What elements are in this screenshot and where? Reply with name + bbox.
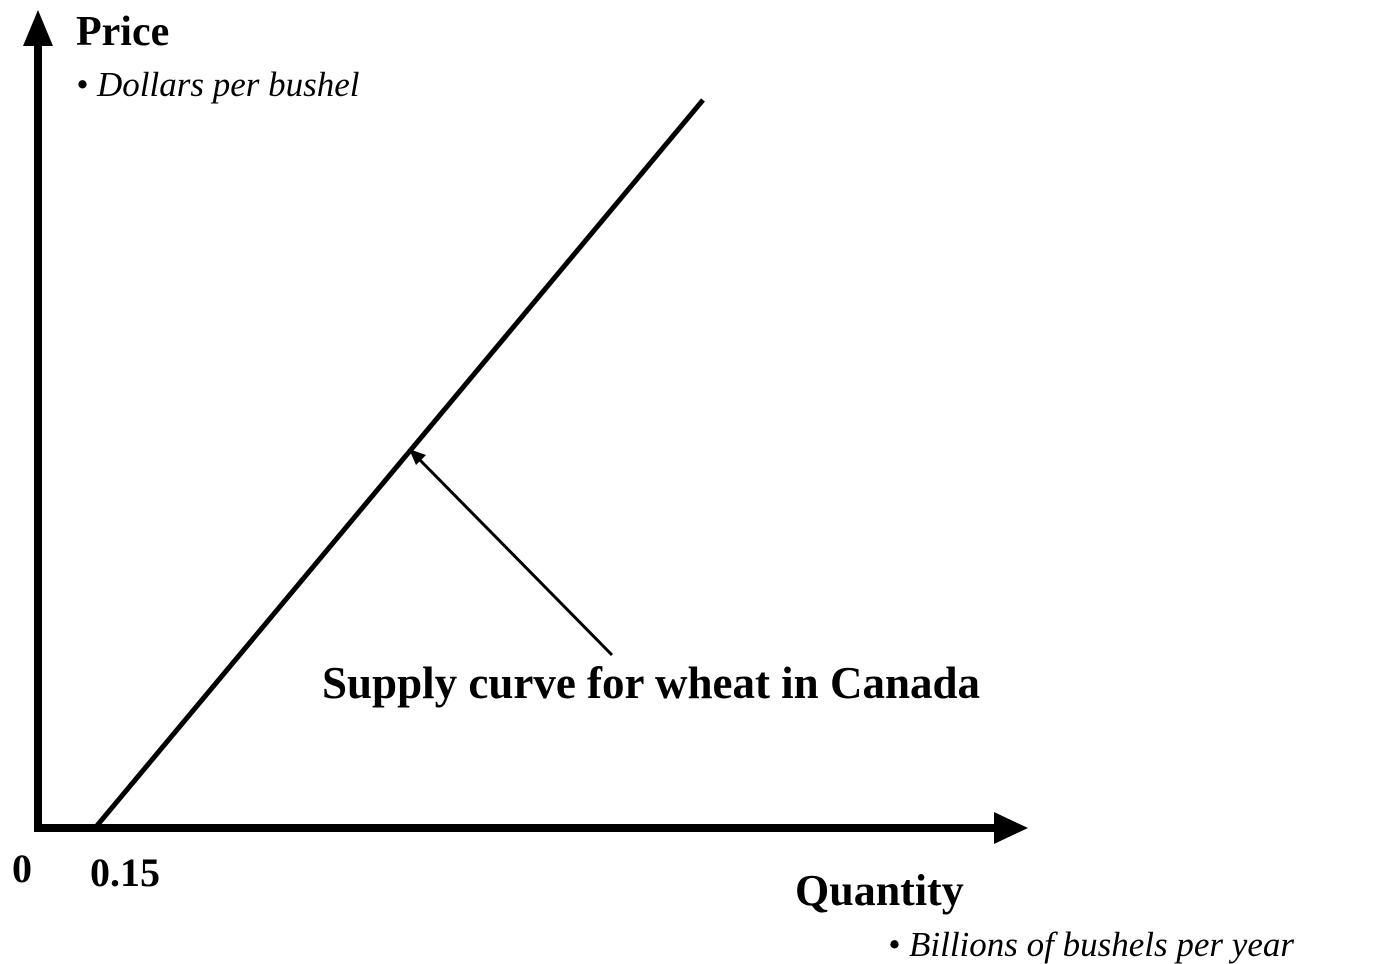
- x-axis-unit: • Billions of bushels per year: [888, 925, 1294, 964]
- y-axis-unit: • Dollars per bushel: [76, 65, 360, 104]
- supply-curve: [93, 98, 705, 830]
- y-axis-arrowhead: [23, 10, 53, 46]
- x-tick-label: 0: [12, 846, 32, 891]
- x-tick-label: 0.15: [90, 850, 160, 895]
- annotation: Supply curve for wheat in Canada: [322, 658, 980, 708]
- x-axis-label: Quantity: [795, 866, 964, 915]
- pointer-arrowhead: [409, 449, 426, 465]
- pointer-line: [414, 454, 614, 657]
- x-axis-arrowhead: [994, 812, 1028, 844]
- y-axis-label: Price: [76, 9, 169, 55]
